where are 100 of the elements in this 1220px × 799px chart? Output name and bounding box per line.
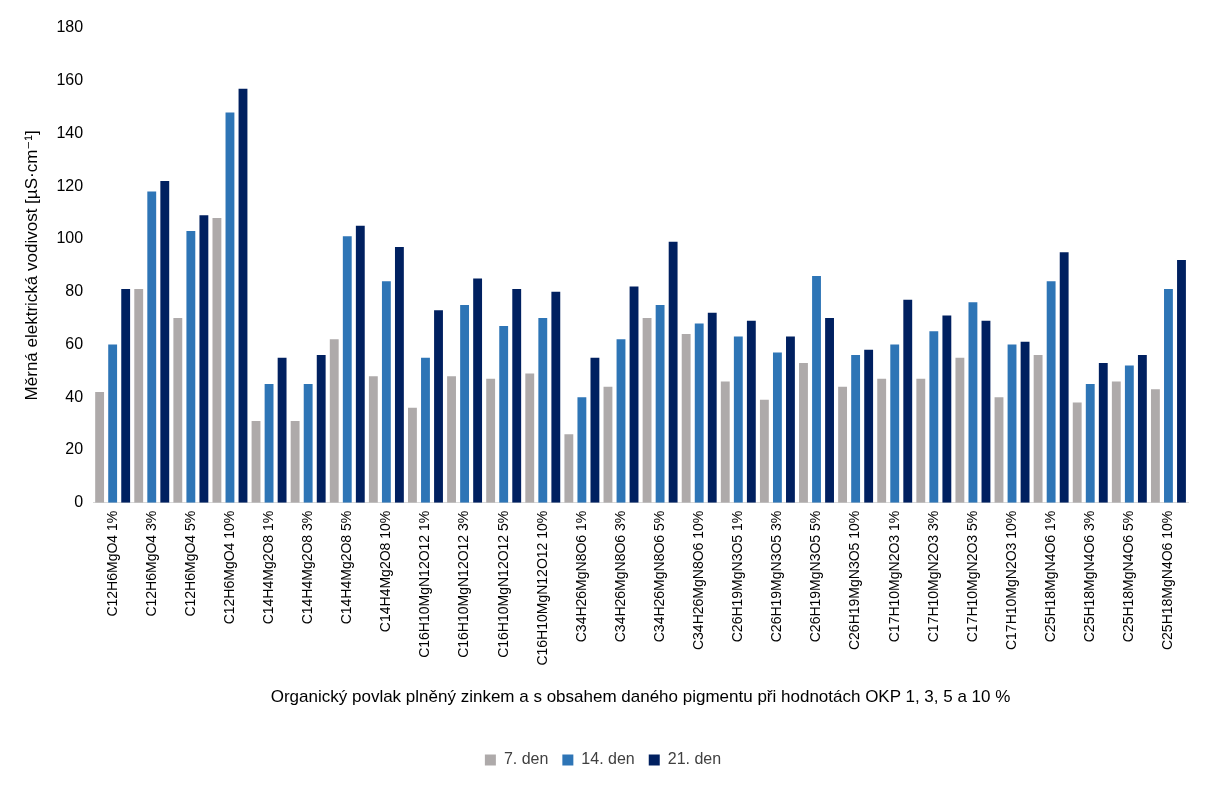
bar — [551, 291, 561, 503]
bar — [616, 339, 626, 503]
x-tick-label: C25H18MgN4O6 10% — [1159, 510, 1176, 651]
bar — [303, 384, 313, 503]
x-tick-label: C12H6MgO4 3% — [142, 510, 159, 617]
x-tick-label: C17H10MgN2O3 5% — [963, 510, 980, 643]
bar — [746, 320, 756, 503]
x-tick-label: C34H26MgN8O6 1% — [572, 510, 589, 643]
bar — [694, 323, 704, 503]
bar — [1111, 381, 1121, 503]
bar — [851, 355, 861, 503]
bar — [225, 112, 235, 503]
y-tick-label: 160 — [56, 71, 84, 89]
bar — [955, 357, 965, 503]
x-tick-label: C26H19MgN3O5 5% — [807, 510, 824, 643]
y-tick-label: 20 — [65, 440, 84, 458]
bar — [707, 312, 717, 503]
x-tick-label: C34H26MgN8O6 5% — [650, 510, 667, 643]
y-tick-label: 0 — [74, 493, 84, 511]
x-tick-label: C16H10MgN12O12 1% — [416, 510, 433, 658]
bar — [929, 331, 939, 503]
x-tick-label: C26H19MgN3O5 1% — [729, 510, 746, 643]
bar — [1046, 281, 1056, 503]
bar — [186, 231, 196, 503]
x-tick-label: C25H18MgN4O6 1% — [1042, 510, 1058, 643]
bar — [590, 357, 600, 503]
bar — [212, 217, 222, 503]
bar — [147, 191, 157, 503]
bar — [681, 333, 691, 503]
bar — [994, 397, 1004, 503]
bar — [368, 376, 378, 503]
bar — [825, 318, 834, 503]
x-tick-label: C14H4Mg2O8 5% — [338, 510, 355, 625]
bar — [903, 299, 913, 503]
bar — [434, 310, 443, 503]
bar — [264, 384, 274, 503]
x-tick-label: C26H19MgN3O5 10% — [846, 510, 863, 651]
bar — [668, 241, 678, 503]
x-tick-label: C17H10MgN2O3 1% — [885, 510, 902, 643]
bar — [447, 376, 456, 503]
x-tick-label: C14H4Mg2O8 3% — [299, 510, 316, 625]
bar — [1020, 341, 1030, 503]
x-axis-title: Organický povlak plněný zinkem a s obsahem daného pigmentu při hodnotách OKP 1, 3, 5 a 10 % — [270, 687, 1011, 707]
x-tick-label: C17H10MgN2O3 10% — [1002, 510, 1019, 651]
bar — [355, 225, 365, 503]
bar — [981, 320, 991, 503]
bar — [173, 318, 183, 503]
x-tick-label: C25H18MgN4O6 5% — [1120, 510, 1137, 643]
bar — [812, 275, 821, 503]
bar — [838, 386, 848, 503]
bar — [512, 289, 522, 503]
bar — [121, 289, 131, 503]
bar — [290, 420, 300, 503]
bar — [1007, 344, 1017, 503]
bar — [968, 302, 978, 503]
bar — [538, 318, 548, 503]
bar — [1124, 365, 1134, 503]
y-tick-label: 80 — [65, 282, 84, 300]
x-tick-label: C12H6MgO4 1% — [103, 510, 120, 617]
bar — [1085, 384, 1095, 503]
bar — [655, 304, 665, 503]
bar — [277, 357, 287, 503]
x-tick-label: C34H26MgN8O6 3% — [611, 510, 628, 643]
bar — [629, 286, 639, 503]
bar — [95, 391, 105, 503]
x-tick-label: C17H10MgN2O3 3% — [924, 510, 941, 643]
bar — [864, 349, 874, 503]
bar — [473, 278, 483, 503]
y-tick-label: 140 — [56, 123, 84, 141]
x-tick-label: C25H18MgN4O6 3% — [1081, 510, 1098, 643]
y-tick-label: 60 — [65, 334, 84, 352]
bar — [916, 378, 926, 503]
bar — [381, 281, 391, 503]
legend-label: 7. den — [503, 750, 549, 768]
bar — [421, 357, 430, 503]
bar — [577, 397, 587, 503]
bar — [1033, 355, 1043, 503]
bar — [1059, 252, 1069, 503]
bar — [1177, 260, 1186, 503]
bar — [564, 434, 574, 503]
x-tick-label: C34H26MgN8O6 10% — [690, 510, 707, 651]
bar — [759, 399, 769, 503]
bar — [394, 246, 404, 503]
x-tick-label: C12H6MgO4 10% — [220, 510, 237, 625]
bar — [199, 215, 209, 503]
x-tick-label: C16H10MgN12O12 3% — [455, 510, 472, 658]
bar — [1098, 362, 1108, 503]
legend-label: 21. den — [667, 750, 722, 768]
y-tick-label: 100 — [56, 229, 84, 247]
y-tick-label: 40 — [65, 387, 84, 405]
bar — [642, 318, 652, 503]
bar — [772, 352, 782, 503]
bar — [786, 336, 795, 503]
y-tick-label: 120 — [56, 176, 84, 194]
bar — [160, 180, 170, 503]
x-tick-label: C26H19MgN3O5 3% — [768, 510, 785, 643]
bar — [329, 339, 339, 503]
bar — [1137, 355, 1147, 503]
bar — [486, 378, 496, 503]
bar — [1072, 402, 1082, 503]
